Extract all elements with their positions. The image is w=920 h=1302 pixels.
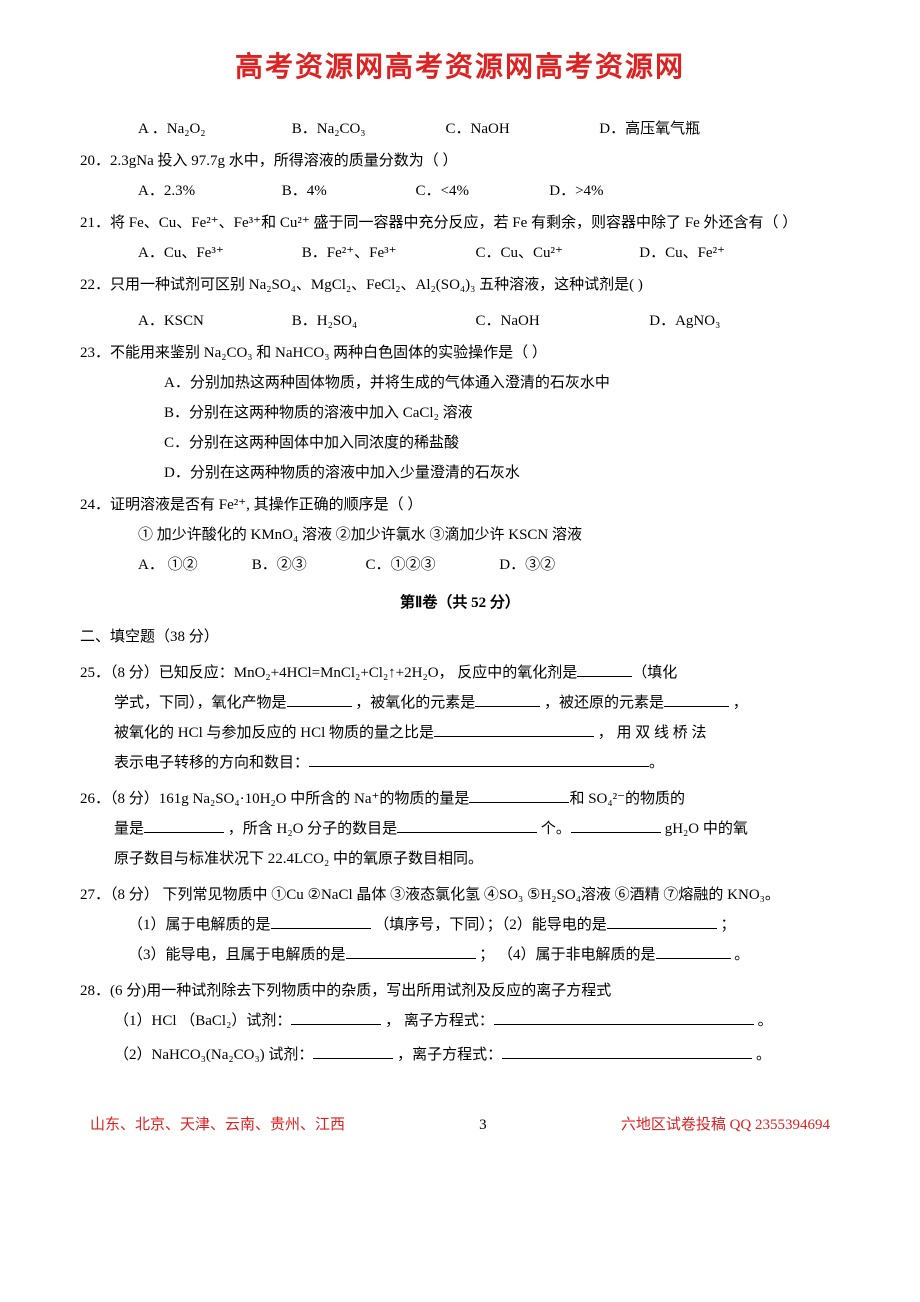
blank [571, 832, 661, 833]
q25-l1b: （填化 [632, 665, 677, 681]
q23-opt-d: D．分别在这两种物质的溶液中加入少量澄清的石灰水 [80, 458, 840, 488]
q26-l2b: ，所含 H₂O 分子的数目是 [228, 821, 397, 837]
q24: 24．证明溶液是否有 Fe²⁺, 其操作正确的顺序是（ ） ① 加少许酸化的 K… [80, 490, 840, 580]
q25-l3b: ， 用 双 线 桥 法 [598, 725, 707, 741]
q24-opt-b: B．②③ [252, 550, 362, 580]
q20-opt-d: D．>4% [549, 176, 603, 206]
q26: 26．（8 分）161g Na₂SO₄·10H₂O 中所含的 Na⁺的物质的量是… [80, 784, 840, 874]
q19-opt-b: B．Na₂CO₃ [292, 114, 442, 144]
q22-opt-b: B．H₂SO₄ [292, 306, 472, 336]
page-footer: 山东、北京、天津、云南、贵州、江西 3 六地区试卷投稿 QQ 235539469… [80, 1110, 840, 1140]
blank [656, 958, 731, 959]
q22-opt-a: A．KSCN [138, 306, 288, 336]
q25-l1a: 25．（8 分）已知反应：MnO₂+4HCl=MnCl₂+Cl₂↑+2H₂O， … [80, 665, 577, 681]
q28-l1b: ， 离子方程式： [385, 1013, 494, 1029]
q25-l2a: 学式，下同），氧化产物是 [114, 695, 287, 711]
q27-l1c: ； [721, 917, 736, 933]
blank [577, 676, 632, 677]
q20-opt-b: B．4% [282, 176, 412, 206]
q21: 21．将 Fe、Cu、Fe²⁺、Fe³⁺和 Cu²⁺ 盛于同一容器中充分反应，若… [80, 208, 840, 268]
q24-circles: ① 加少许酸化的 KMnO₄ 溶液 ②加少许氯水 ③滴加少许 KSCN 溶液 [80, 520, 840, 550]
q20-stem: 20．2.3gNa 投入 97.7g 水中，所得溶液的质量分数为（ ） [80, 146, 840, 176]
q26-l1b: 和 SO₄²⁻的物质的 [569, 791, 685, 807]
blank [346, 958, 476, 959]
q24-stem: 24．证明溶液是否有 Fe²⁺, 其操作正确的顺序是（ ） [80, 490, 840, 520]
q21-opt-d: D．Cu、Fe²⁺ [639, 238, 725, 268]
blank [291, 1024, 381, 1025]
q25-l4b: 。 [649, 755, 664, 771]
q26-l2c: 个。 [541, 821, 571, 837]
q21-opt-b: B．Fe²⁺、Fe³⁺ [302, 238, 472, 268]
q20-opt-a: A．2.3% [138, 176, 278, 206]
q27-l1a: （1）属于电解质的是 [128, 917, 271, 933]
q23-stem: 23．不能用来鉴别 Na₂CO₃ 和 NaHCO₃ 两种白色固体的实验操作是（ … [80, 338, 840, 368]
blank [434, 736, 594, 737]
q24-opt-d: D．③② [499, 557, 555, 573]
q19-opt-a: A ．Na₂O₂ [138, 114, 288, 144]
blank [502, 1058, 752, 1059]
q21-stem: 21．将 Fe、Cu、Fe²⁺、Fe³⁺和 Cu²⁺ 盛于同一容器中充分反应，若… [80, 208, 840, 238]
q19-opt-c: C．NaOH [446, 114, 596, 144]
footer-right: 六地区试卷投稿 QQ 2355394694 [621, 1110, 830, 1140]
q23-opt-b: B．分别在这两种物质的溶液中加入 CaCl₂ 溶液 [80, 398, 840, 428]
q23: 23．不能用来鉴别 Na₂CO₃ 和 NaHCO₃ 两种白色固体的实验操作是（ … [80, 338, 840, 488]
q27-l1b: （填序号，下同）；（2）能导电的是 [374, 917, 607, 933]
q27-l2b: ； （4）属于非电解质的是 [479, 947, 655, 963]
footer-page-number: 3 [479, 1110, 487, 1140]
q23-opt-a: A．分别加热这两种固体物质，并将生成的气体通入澄清的石灰水中 [80, 368, 840, 398]
blank [469, 802, 569, 803]
blank [313, 1058, 393, 1059]
q24-opt-a: A． ①② [138, 550, 248, 580]
blank [607, 928, 717, 929]
q28-l1a: （1）HCl （BaCl₂）试剂： [114, 1013, 291, 1029]
q26-l3: 原子数目与标准状况下 22.4LCO₂ 中的氧原子数目相同。 [80, 844, 840, 874]
footer-left: 山东、北京、天津、云南、贵州、江西 [90, 1110, 345, 1140]
q22-opt-c: C．NaOH [476, 306, 646, 336]
section2-title: 第Ⅱ卷（共 52 分） [80, 588, 840, 618]
q28-l1c: 。 [758, 1013, 773, 1029]
q22-opt-d: D．AgNO₃ [649, 306, 720, 336]
q25: 25．（8 分）已知反应：MnO₂+4HCl=MnCl₂+Cl₂↑+2H₂O， … [80, 658, 840, 778]
page-header: 高考资源网高考资源网高考资源网 [80, 40, 840, 96]
q26-l1a: 26．（8 分）161g Na₂SO₄·10H₂O 中所含的 Na⁺的物质的量是 [80, 791, 469, 807]
blank [309, 766, 649, 767]
q19-options: A ．Na₂O₂ B．Na₂CO₃ C．NaOH D．高压氧气瓶 [80, 114, 840, 144]
blank [475, 706, 540, 707]
q28: 28．(6 分)用一种试剂除去下列物质中的杂质，写出所用试剂及反应的离子方程式 … [80, 976, 840, 1070]
blank [287, 706, 352, 707]
blank [397, 832, 537, 833]
q28-l2b: ，离子方程式： [397, 1047, 502, 1063]
q22-stem: 22．只用一种试剂可区别 Na₂SO₄、MgCl₂、FeCl₂、Al₂(SO₄)… [80, 270, 840, 300]
q25-l2d: ， [733, 695, 748, 711]
q28-l2c: 。 [756, 1047, 771, 1063]
q27-l2a: （3）能导电，且属于电解质的是 [128, 947, 346, 963]
q22: 22．只用一种试剂可区别 Na₂SO₄、MgCl₂、FeCl₂、Al₂(SO₄)… [80, 270, 840, 336]
q25-l2b: ，被氧化的元素是 [355, 695, 475, 711]
q21-opt-a: A．Cu、Fe³⁺ [138, 238, 298, 268]
blank [494, 1024, 754, 1025]
q24-opt-c: C．①②③ [366, 550, 496, 580]
blank [144, 832, 224, 833]
q27-stem: 27．（8 分） 下列常见物质中 ①Cu ②NaCl 晶体 ③液态氯化氢 ④SO… [80, 880, 840, 910]
q25-l3a: 被氧化的 HCl 与参加反应的 HCl 物质的量之比是 [114, 725, 434, 741]
section2-sub: 二、填空题（38 分） [80, 622, 840, 652]
blank [664, 706, 729, 707]
blank [271, 928, 371, 929]
q20-opt-c: C．<4% [416, 176, 546, 206]
q25-l2c: ，被还原的元素是 [544, 695, 664, 711]
q27-l2c: 。 [734, 947, 749, 963]
q26-l2d: gH₂O 中的氧 [665, 821, 748, 837]
q23-opt-c: C．分别在这两种固体中加入同浓度的稀盐酸 [80, 428, 840, 458]
q20: 20．2.3gNa 投入 97.7g 水中，所得溶液的质量分数为（ ） A．2.… [80, 146, 840, 206]
q27: 27．（8 分） 下列常见物质中 ①Cu ②NaCl 晶体 ③液态氯化氢 ④SO… [80, 880, 840, 970]
q28-l2a: （2）NaHCO₃(Na₂CO₃) 试剂： [114, 1047, 313, 1063]
q26-l2a: 量是 [114, 821, 144, 837]
q25-l4a: 表示电子转移的方向和数目： [114, 755, 309, 771]
q21-opt-c: C．Cu、Cu²⁺ [476, 238, 636, 268]
q28-stem: 28．(6 分)用一种试剂除去下列物质中的杂质，写出所用试剂及反应的离子方程式 [80, 976, 840, 1006]
q19-opt-d: D．高压氧气瓶 [599, 114, 700, 144]
